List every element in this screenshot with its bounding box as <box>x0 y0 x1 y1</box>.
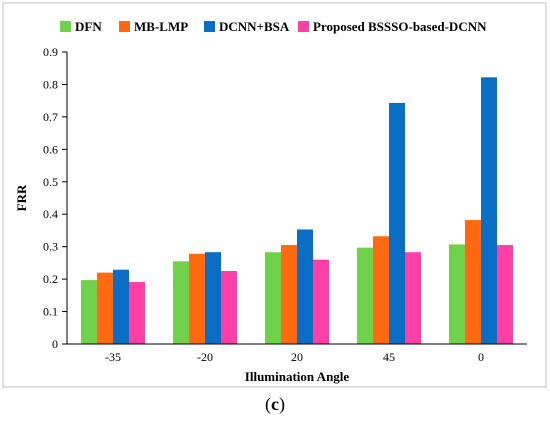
x-tick-label: 0 <box>478 350 484 364</box>
y-tick-label: 0.4 <box>43 207 58 221</box>
bar-dfn-0 <box>449 244 465 344</box>
y-tick-label: 0 <box>52 337 58 351</box>
y-tick-label: 0.2 <box>43 272 58 286</box>
bar-proposed-bssso-based-dcnn-n20 <box>221 271 237 344</box>
legend: DFN MB-LMP DCNN+BSA Proposed BSSSO-based-DC… <box>60 19 487 34</box>
legend-swatch <box>298 21 309 32</box>
bar-mb-lmp-45 <box>373 236 389 344</box>
y-tick-label: 0.5 <box>43 175 58 189</box>
x-tick-label: 45 <box>383 350 395 364</box>
bar-mb-lmp-n35 <box>97 272 113 344</box>
legend-label: DFN <box>75 19 102 34</box>
figure-caption: (c) <box>0 394 550 415</box>
plot-area: 0 0.1 0.2 0.3 0.4 0.5 0.6 0.7 0.8 0.9 -35 -20 20 45 0 <box>43 45 527 364</box>
bar-dcnn-bsa-45 <box>389 102 405 344</box>
y-tick-label: 0.7 <box>43 110 58 124</box>
caption-open: ( <box>265 394 271 414</box>
legend-swatch <box>60 21 71 32</box>
legend-swatch <box>204 21 215 32</box>
bar-dcnn-bsa-n35 <box>113 269 129 344</box>
y-tick-label: 0.3 <box>43 240 58 254</box>
y-tick-label: 0.9 <box>43 45 58 59</box>
bar-dfn-n20 <box>173 261 189 344</box>
chart-border <box>2 2 547 388</box>
bar-dfn-45 <box>357 247 373 344</box>
caption-letter: c <box>271 394 279 414</box>
legend-label: DCNN+BSA <box>219 19 290 34</box>
bar-dcnn-bsa-20 <box>297 229 313 344</box>
bar-proposed-bssso-based-dcnn-20 <box>313 259 329 344</box>
bar-dfn-n35 <box>81 280 97 344</box>
bar-dfn-20 <box>265 252 281 344</box>
bar-chart: DFN MB-LMP DCNN+BSA Proposed BSSSO-based-DC… <box>2 2 547 388</box>
caption-close: ) <box>279 394 285 414</box>
x-tick-label: -35 <box>105 350 121 364</box>
bar-mb-lmp-20 <box>281 245 297 344</box>
bar-dcnn-bsa-0 <box>481 77 497 344</box>
x-axis-title: Illumination Angle <box>245 369 350 384</box>
x-tick-label: 20 <box>291 350 303 364</box>
bar-mb-lmp-0 <box>465 220 481 344</box>
bar-proposed-bssso-based-dcnn-0 <box>497 245 513 344</box>
bar-proposed-bssso-based-dcnn-n35 <box>129 282 145 344</box>
legend-label: MB-LMP <box>134 19 188 34</box>
bar-proposed-bssso-based-dcnn-45 <box>405 252 421 344</box>
legend-swatch <box>119 21 130 32</box>
legend-label: Proposed BSSSO-based-DCNN <box>313 19 487 34</box>
bar-mb-lmp-n20 <box>189 253 205 344</box>
y-tick-label: 0.8 <box>43 77 58 91</box>
y-tick-label: 0.6 <box>43 142 58 156</box>
bar-dcnn-bsa-n20 <box>205 252 221 344</box>
y-axis-title: FRR <box>14 184 29 211</box>
y-tick-label: 0.1 <box>43 305 58 319</box>
x-tick-label: -20 <box>197 350 213 364</box>
